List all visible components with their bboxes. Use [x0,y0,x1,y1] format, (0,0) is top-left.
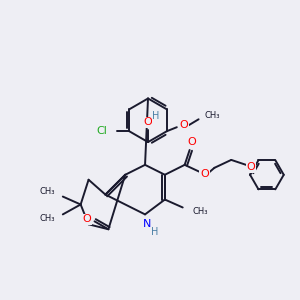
Text: CH₃: CH₃ [39,187,55,196]
Text: N: N [143,219,151,229]
Text: O: O [247,162,255,172]
Text: H: H [151,227,159,237]
Text: O: O [179,120,188,130]
Text: O: O [144,117,152,127]
Text: O: O [82,214,91,224]
Text: CH₃: CH₃ [39,214,55,223]
Text: O: O [187,137,196,147]
Text: CH₃: CH₃ [205,111,220,120]
Text: H: H [152,111,160,121]
Text: Cl: Cl [97,126,107,136]
Text: CH₃: CH₃ [193,207,208,216]
Text: O: O [200,169,209,179]
